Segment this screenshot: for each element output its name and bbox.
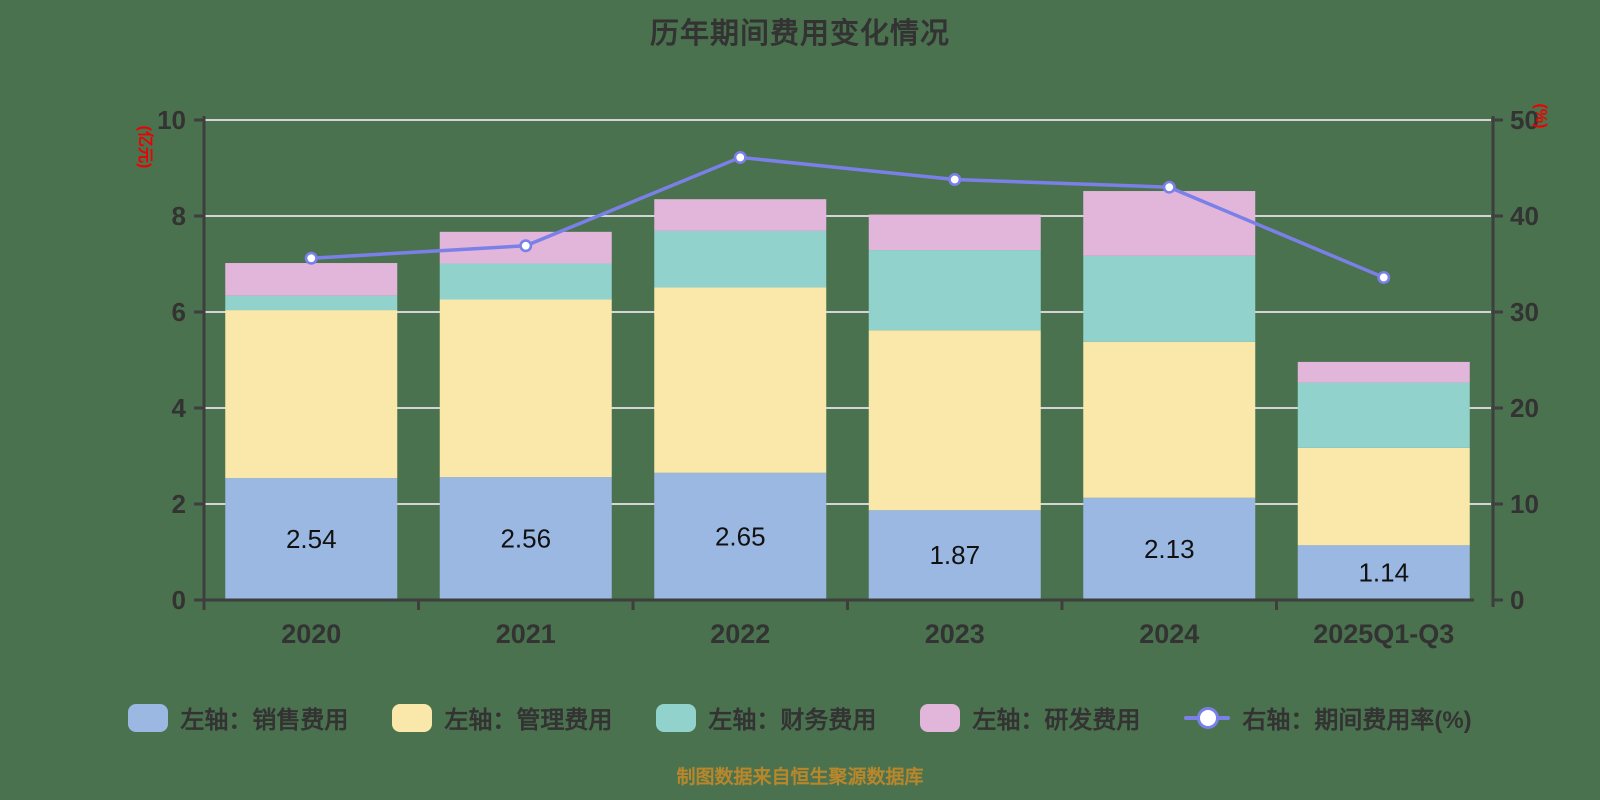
right-axis-name: (%) <box>1532 104 1549 129</box>
legend: 左轴：销售费用 左轴：管理费用 左轴：财务费用 左轴：研发费用 右轴：期间费用率(%) <box>0 700 1600 735</box>
y-axis-label-right: 30 <box>1510 297 1539 327</box>
bar-segment <box>654 199 827 231</box>
bar-segment <box>225 478 398 600</box>
bar-value-label: 1.14 <box>1358 558 1409 588</box>
legend-swatch <box>128 703 169 732</box>
y-axis-label-right: 0 <box>1510 585 1524 615</box>
x-axis-label: 2022 <box>710 619 770 649</box>
y-axis-label-right: 10 <box>1510 489 1539 519</box>
left-axis-name: (亿元) <box>136 126 155 169</box>
legend-swatch <box>656 703 697 732</box>
plot-area: 2.54 2.56 2.65 1.87 2.13 1.14 0 2 4 6 8 10 0 10 20 30 40… <box>136 104 1549 649</box>
line-marker <box>733 150 747 164</box>
y-axis-label-left: 6 <box>172 297 186 327</box>
y-axis-label-left: 0 <box>172 585 186 615</box>
bar-segment <box>868 214 1041 251</box>
bar-segment <box>654 230 827 288</box>
chart-title: 历年期间费用变化情况 <box>649 18 950 50</box>
legend-label: 右轴：期间费用率(%) <box>1242 707 1472 734</box>
legend-item[interactable]: 左轴：财务费用 <box>656 700 876 735</box>
x-axis-label: 2025Q1-Q3 <box>1313 619 1454 649</box>
y-axis-label-left: 8 <box>172 201 186 231</box>
legend-line-marker-dot <box>1197 706 1220 729</box>
legend-item[interactable]: 右轴：期间费用率(%) <box>1184 700 1472 735</box>
line-marker <box>948 173 962 187</box>
bar-segment <box>654 287 827 473</box>
legend-item[interactable]: 左轴：管理费用 <box>392 700 612 735</box>
y-axis-label-right: 20 <box>1510 393 1539 423</box>
y-axis-label-right: 40 <box>1510 201 1539 231</box>
y-axis-label-left: 2 <box>172 489 186 519</box>
bar-segment <box>868 510 1041 600</box>
bar-segment <box>1297 545 1470 600</box>
legend-label: 左轴：销售费用 <box>180 707 349 734</box>
legend-item[interactable]: 左轴：研发费用 <box>920 700 1140 735</box>
x-axis-label: 2021 <box>496 619 556 649</box>
expense-ratio-line <box>309 155 1386 280</box>
legend-swatch <box>392 703 433 732</box>
bar-value-label: 1.87 <box>929 540 980 570</box>
bar-segment <box>439 299 612 478</box>
bar-segment <box>1297 382 1470 448</box>
bar-segment <box>654 472 827 600</box>
bar-segment <box>1083 497 1256 600</box>
bar-value-label: 2.54 <box>286 524 337 554</box>
legend-line-marker <box>1184 706 1231 730</box>
line-marker <box>1162 180 1176 194</box>
bar-segment <box>1297 447 1470 546</box>
line-marker <box>304 251 318 265</box>
y-axis-label-left: 4 <box>172 393 187 423</box>
legend-label: 左轴：研发费用 <box>972 707 1141 734</box>
bar-segment <box>868 250 1041 331</box>
bar-segment <box>439 477 612 600</box>
x-axis-label: 2020 <box>281 619 341 649</box>
y-axis-label-left: 10 <box>157 105 186 135</box>
data-source-note: 制图数据来自恒生聚源数据库 <box>676 767 924 788</box>
bar-value-label: 2.13 <box>1144 534 1195 564</box>
line-marker <box>519 239 533 253</box>
bar-value-label: 2.65 <box>715 521 766 551</box>
legend-item[interactable]: 左轴：销售费用 <box>128 700 348 735</box>
legend-label: 左轴：财务费用 <box>708 707 877 734</box>
bar-segment <box>1083 255 1256 342</box>
bar-segment <box>1083 341 1256 498</box>
bar-segment <box>225 310 398 479</box>
bar-segment <box>225 263 398 296</box>
bar-segment <box>1083 191 1256 256</box>
x-axis-label: 2024 <box>1139 619 1199 649</box>
legend-label: 左轴：管理费用 <box>444 707 613 734</box>
bar-segment <box>868 330 1041 511</box>
y-axis-label-right: 50 <box>1510 105 1539 135</box>
bar-value-label: 2.56 <box>500 524 551 554</box>
x-axis-label: 2023 <box>925 619 985 649</box>
legend-swatch <box>920 703 961 732</box>
bar-segment <box>1297 361 1470 383</box>
bar-segment <box>439 263 612 300</box>
bar-segment <box>225 295 398 311</box>
line-marker <box>1377 270 1391 284</box>
